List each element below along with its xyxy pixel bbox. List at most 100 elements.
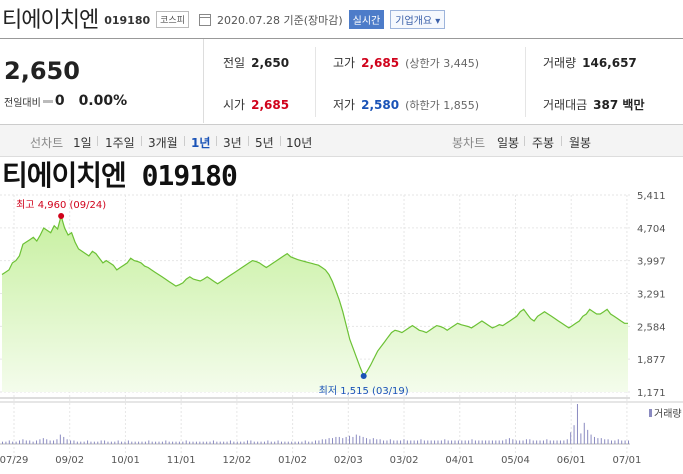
volume-bar bbox=[291, 441, 293, 444]
live-button[interactable]: 실시간 bbox=[348, 10, 385, 29]
x-tick-label: 01/02 bbox=[278, 455, 307, 466]
volume-bar bbox=[250, 440, 252, 444]
volume-bar bbox=[372, 438, 374, 444]
volume-bar bbox=[580, 433, 582, 444]
volume-bar bbox=[379, 439, 381, 444]
volume-bar bbox=[274, 441, 276, 444]
volume-bar bbox=[434, 440, 436, 444]
volume-bar bbox=[212, 440, 214, 444]
period-1d[interactable]: 1일 bbox=[73, 136, 92, 150]
volume-bar bbox=[325, 439, 327, 444]
volume-bar bbox=[515, 440, 517, 444]
x-tick-label: 02/03 bbox=[334, 455, 363, 466]
volume-bar bbox=[15, 441, 17, 444]
stat-prev-close: 전일 2,650 bbox=[223, 54, 289, 71]
volume-bar bbox=[127, 440, 129, 444]
volume-bar bbox=[107, 441, 109, 444]
volume-bar bbox=[206, 441, 208, 444]
volume-bar bbox=[536, 440, 538, 444]
company-overview-button[interactable]: 기업개요 ▾ bbox=[390, 10, 446, 29]
period-1w[interactable]: 1주일 bbox=[105, 136, 135, 150]
volume-bar bbox=[199, 441, 201, 444]
volume-bar bbox=[332, 438, 334, 444]
volume-bar bbox=[110, 441, 112, 444]
volume-bar bbox=[165, 440, 167, 444]
low-marker bbox=[360, 373, 367, 380]
volume-bar bbox=[471, 439, 473, 444]
volume-bar bbox=[338, 436, 340, 444]
volume-bar bbox=[308, 441, 310, 444]
volume-bar bbox=[83, 441, 85, 444]
stat-note: (하한가 1,855) bbox=[405, 99, 479, 112]
volume-bar bbox=[29, 440, 31, 444]
volume-bar bbox=[93, 441, 95, 444]
x-tick-label: 06/01 bbox=[557, 455, 586, 466]
volume-bar bbox=[386, 440, 388, 444]
candle-daily[interactable]: 일봉 bbox=[497, 136, 520, 150]
volume-bar bbox=[267, 440, 269, 444]
volume-bar bbox=[502, 440, 504, 444]
volume-bar bbox=[542, 440, 544, 444]
volume-bar bbox=[454, 440, 456, 444]
volume-bar bbox=[369, 439, 371, 444]
price-area bbox=[2, 216, 628, 392]
line-chart-label: 선차트 bbox=[30, 136, 64, 150]
volume-bar bbox=[406, 440, 408, 444]
stat-value: 2,685 bbox=[251, 98, 290, 112]
volume-bar bbox=[628, 440, 629, 444]
period-3y[interactable]: 3년 bbox=[223, 136, 242, 150]
volume-bar bbox=[8, 440, 10, 444]
calendar-icon bbox=[198, 13, 211, 26]
divider bbox=[525, 47, 526, 117]
divider bbox=[141, 136, 142, 146]
volume-bar bbox=[495, 440, 497, 444]
volume-bar bbox=[498, 440, 500, 444]
volume-bar bbox=[66, 439, 68, 444]
volume-bar bbox=[209, 441, 211, 444]
volume-bar bbox=[457, 440, 459, 444]
volume-bar bbox=[352, 436, 354, 444]
volume-legend-swatch bbox=[649, 409, 652, 417]
change-percent: 0.00% bbox=[78, 93, 128, 109]
volume-bar bbox=[321, 439, 323, 444]
candle-monthly[interactable]: 월봉 bbox=[569, 136, 592, 150]
volume-bar bbox=[178, 441, 180, 444]
volume-bar bbox=[236, 441, 238, 444]
volume-bar bbox=[233, 441, 235, 444]
stat-label: 저가 bbox=[333, 98, 356, 112]
divider bbox=[280, 136, 281, 146]
volume-bar bbox=[70, 440, 72, 444]
volume-bar bbox=[366, 438, 368, 444]
volume-bar bbox=[294, 441, 296, 444]
volume-bar bbox=[553, 440, 555, 444]
period-10y[interactable]: 10년 bbox=[286, 136, 313, 150]
volume-legend-label: 거래량 bbox=[654, 408, 682, 420]
volume-bar bbox=[413, 440, 415, 444]
period-3m[interactable]: 3개월 bbox=[148, 136, 178, 150]
volume-bar bbox=[297, 441, 299, 444]
volume-bar bbox=[246, 440, 248, 444]
x-tick-label: 10/01 bbox=[111, 455, 140, 466]
divider bbox=[315, 47, 316, 117]
stock-name: 티에이치엔 bbox=[2, 8, 99, 33]
candle-weekly[interactable]: 주봉 bbox=[532, 136, 555, 150]
stat-value: 146,657 bbox=[582, 56, 637, 70]
stats-panel: 전일 2,650 고가 2,685 (상한가 3,445) 거래량 146,65… bbox=[205, 39, 683, 123]
volume-bar bbox=[185, 440, 187, 444]
volume-bar bbox=[549, 440, 551, 444]
divider bbox=[0, 38, 683, 39]
volume-bar bbox=[597, 438, 599, 444]
volume-bar bbox=[570, 432, 572, 444]
y-tick-label: 5,411 bbox=[637, 191, 666, 202]
volume-bar bbox=[287, 441, 289, 444]
volume-bar bbox=[335, 436, 337, 444]
volume-bar bbox=[478, 440, 480, 444]
period-1y[interactable]: 1년 bbox=[191, 136, 211, 150]
volume-bar bbox=[46, 439, 48, 444]
volume-bar bbox=[134, 441, 136, 444]
volume-bar bbox=[444, 439, 446, 444]
period-5y[interactable]: 5년 bbox=[255, 136, 274, 150]
stat-label: 전일 bbox=[223, 56, 246, 70]
high-marker bbox=[58, 212, 65, 219]
volume-bar bbox=[474, 440, 476, 444]
